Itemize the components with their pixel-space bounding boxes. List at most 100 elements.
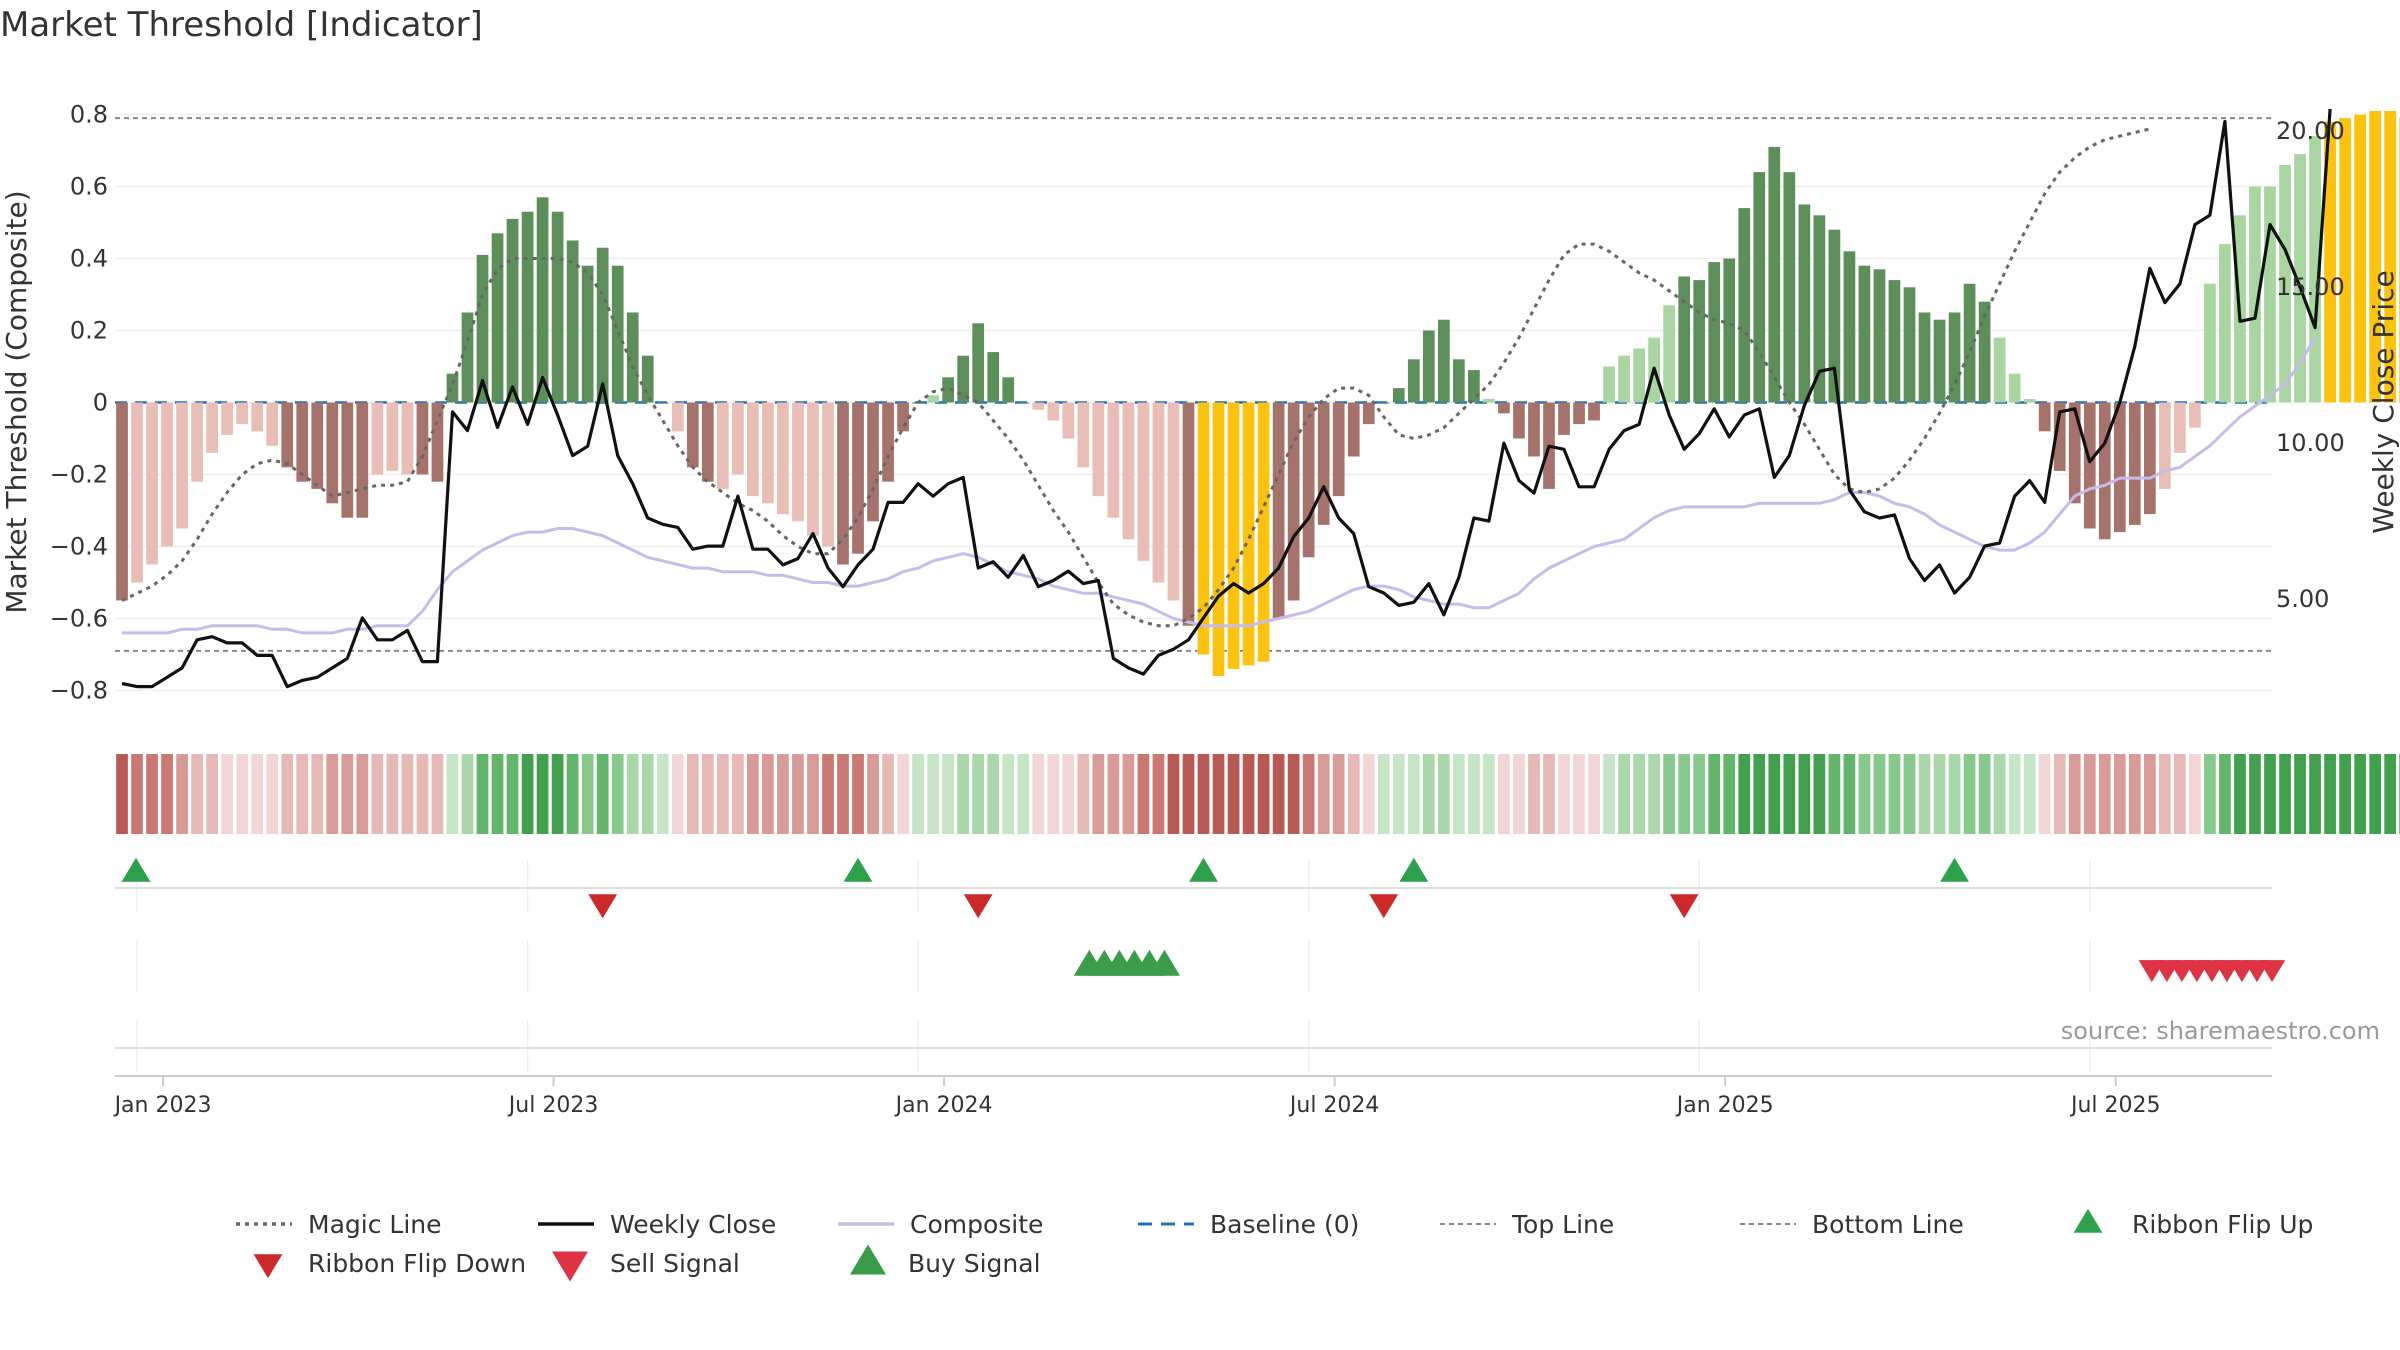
x-tick-label: Jul 2023 [507, 1093, 599, 1118]
y-tick-label-left: −0.4 [50, 533, 108, 561]
x-tick-label: Jan 2025 [1675, 1093, 1774, 1118]
composite-bar [2068, 402, 2081, 504]
x-tick-label: Jan 2024 [894, 1093, 993, 1118]
composite-bar [2143, 402, 2156, 515]
ribbon-cell [1137, 754, 1150, 834]
composite-bar [1513, 402, 1525, 439]
ribbon-cell [716, 754, 729, 834]
legend-label: Sell Signal [610, 1249, 740, 1278]
ribbon-cell [551, 754, 564, 834]
ribbon-cell [446, 754, 459, 834]
weekly-close-line [121, 108, 2332, 689]
ribbon-cell [1212, 754, 1225, 834]
composite-bar [1182, 402, 1195, 626]
composite-bar [2324, 121, 2336, 403]
composite-bar [536, 197, 549, 403]
ribbon-cell [972, 754, 985, 834]
composite-bar [2113, 402, 2126, 533]
y-tick-label-right: 10.00 [2276, 429, 2345, 457]
x-tick-label: Jan 2023 [113, 1093, 212, 1118]
composite-bar [1272, 402, 1285, 619]
ribbon-cell [566, 754, 579, 834]
y-tick-label-left: −0.2 [50, 461, 108, 489]
ribbon-cell [1227, 754, 1240, 834]
ribbon-cell [491, 754, 504, 834]
ribbon-cell [1197, 754, 1210, 834]
composite-bar [942, 377, 955, 403]
ribbon-cell [762, 754, 774, 834]
composite-bar [476, 254, 489, 403]
ribbon-cell [882, 754, 894, 834]
composite-bar [732, 402, 744, 475]
composite-bar [1302, 402, 1315, 558]
ribbon-cell [1588, 754, 1600, 834]
composite-bar [311, 402, 324, 489]
ribbon-cell [1062, 754, 1075, 834]
composite-bar [1738, 208, 1751, 403]
legend-key [253, 1254, 283, 1279]
legend-label: Magic Line [308, 1210, 442, 1239]
composite-bar [1588, 402, 1600, 421]
ribbon-cell [1573, 754, 1585, 834]
ribbon-cell [1633, 754, 1645, 834]
ribbon-cell [1422, 754, 1435, 834]
ribbon-cell [1813, 754, 1826, 834]
composite-bar [2174, 402, 2186, 453]
composite-bar [1017, 402, 1030, 404]
composite-bar [1242, 402, 1255, 666]
ribbon-cell [146, 754, 158, 834]
ribbon-cell [2249, 754, 2261, 834]
composite-bar [296, 402, 309, 482]
composite-bar [2309, 136, 2321, 403]
ribbon-cell [837, 754, 849, 834]
ribbon-cell [2143, 754, 2156, 834]
composite-bar [686, 402, 699, 468]
legend-item: Composite [838, 1210, 1043, 1239]
composite-bar [506, 218, 519, 403]
y-tick-label-right: 20.00 [2276, 117, 2345, 145]
ribbon-cell [2008, 754, 2021, 834]
ribbon-cell [2354, 754, 2366, 834]
composite-bar [446, 373, 459, 403]
y-tick-label-left: −0.6 [50, 605, 108, 633]
composite-bar [807, 402, 819, 536]
ribbon-cell [1332, 754, 1345, 834]
y-tick-label-left: 0.2 [70, 317, 108, 345]
ribbon-cell [251, 754, 264, 834]
ribbon-flip-up-marker [1399, 857, 1429, 882]
composite-bar [1813, 215, 1826, 403]
ribbon-cell [131, 754, 143, 834]
composite-bar [1407, 359, 1420, 403]
ribbon-cell [1513, 754, 1525, 834]
ribbon-cell [2189, 754, 2201, 834]
composite-bar [1092, 402, 1105, 497]
ribbon-cell [1077, 754, 1090, 834]
ribbon-cell [1678, 754, 1691, 834]
ribbon-cell [2098, 754, 2111, 834]
composite-bar [1573, 402, 1585, 425]
ribbon-flip-up-marker [1940, 857, 1969, 882]
composite-bar [2384, 110, 2397, 403]
ribbon-strip [116, 754, 2400, 834]
composite-bar [641, 355, 654, 403]
ribbon-cell [1483, 754, 1495, 834]
ribbon-cell [1392, 754, 1405, 834]
composite-bar [1978, 301, 1991, 403]
ribbon-cell [686, 754, 699, 834]
ribbon-cell [1347, 754, 1360, 834]
ribbon-cell [732, 754, 744, 834]
ribbon-cell [386, 754, 399, 834]
ribbon-cell [671, 754, 684, 834]
composite-bar [1047, 402, 1060, 421]
composite-bar [656, 402, 669, 404]
ribbon-cell [1963, 754, 1976, 834]
ribbon-cell [927, 754, 939, 834]
composite-bar [551, 211, 564, 403]
composite-bar [671, 402, 684, 432]
ribbon-cell [1543, 754, 1555, 834]
ribbon-cell [897, 754, 909, 834]
ribbon-cell [2264, 754, 2276, 834]
composite-bar [236, 402, 249, 425]
composite-bar [1768, 146, 1781, 403]
